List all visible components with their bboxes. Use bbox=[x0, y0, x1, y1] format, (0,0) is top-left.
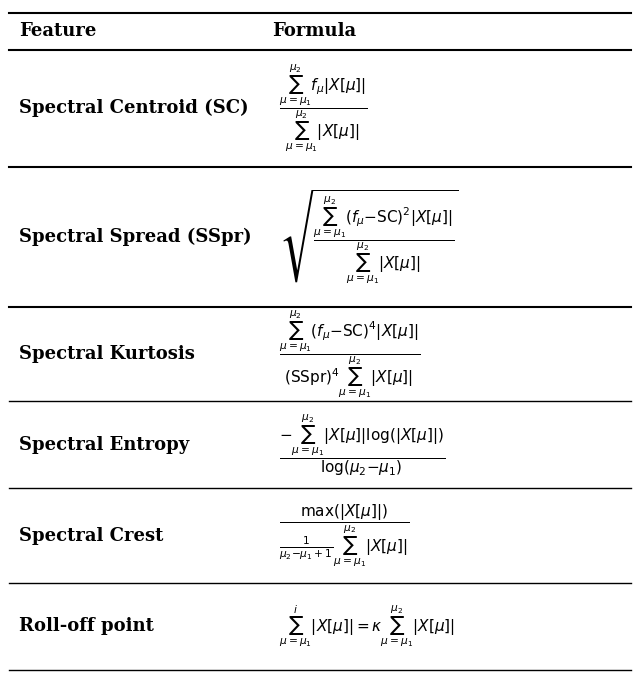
Text: $\dfrac{\max(|X[\mu]|)}{\frac{1}{\mu_2{-}\mu_1+1}\sum_{\mu=\mu_1}^{\mu_2} |X[\mu: $\dfrac{\max(|X[\mu]|)}{\frac{1}{\mu_2{-… bbox=[279, 502, 410, 569]
Text: Feature: Feature bbox=[19, 22, 96, 41]
Text: $\sqrt{\dfrac{\sum_{\mu=\mu_1}^{\mu_2} (f_{\mu}{-}\mathrm{SC})^2|X[\mu]|}{\sum_{: $\sqrt{\dfrac{\sum_{\mu=\mu_1}^{\mu_2} (… bbox=[279, 188, 458, 286]
Text: Spectral Spread (SSpr): Spectral Spread (SSpr) bbox=[19, 228, 252, 246]
Text: Spectral Entropy: Spectral Entropy bbox=[19, 436, 189, 454]
Text: $\dfrac{-\sum_{\mu=\mu_1}^{\mu_2} |X[\mu]|\log(|X[\mu]|)}{\log(\mu_2{-}\mu_1)}$: $\dfrac{-\sum_{\mu=\mu_1}^{\mu_2} |X[\mu… bbox=[279, 412, 445, 477]
Text: Roll-off point: Roll-off point bbox=[19, 617, 154, 635]
Text: Formula: Formula bbox=[273, 22, 356, 41]
Text: $\sum_{\mu=\mu_1}^{i} |X[\mu]| = \kappa \sum_{\mu=\mu_1}^{\mu_2} |X[\mu]|$: $\sum_{\mu=\mu_1}^{i} |X[\mu]| = \kappa … bbox=[279, 604, 455, 649]
Text: $\dfrac{\sum_{\mu=\mu_1}^{\mu_2} (f_{\mu}{-}\mathrm{SC})^4|X[\mu]|}{(\mathrm{SSp: $\dfrac{\sum_{\mu=\mu_1}^{\mu_2} (f_{\mu… bbox=[279, 308, 420, 400]
Text: Spectral Kurtosis: Spectral Kurtosis bbox=[19, 345, 195, 363]
Text: $\dfrac{\sum_{\mu=\mu_1}^{\mu_2} f_{\mu}|X[\mu]|}{\sum_{\mu=\mu_1}^{\mu_2} |X[\m: $\dfrac{\sum_{\mu=\mu_1}^{\mu_2} f_{\mu}… bbox=[279, 62, 367, 154]
Text: Spectral Crest: Spectral Crest bbox=[19, 527, 163, 545]
Text: Spectral Centroid (SC): Spectral Centroid (SC) bbox=[19, 99, 248, 118]
